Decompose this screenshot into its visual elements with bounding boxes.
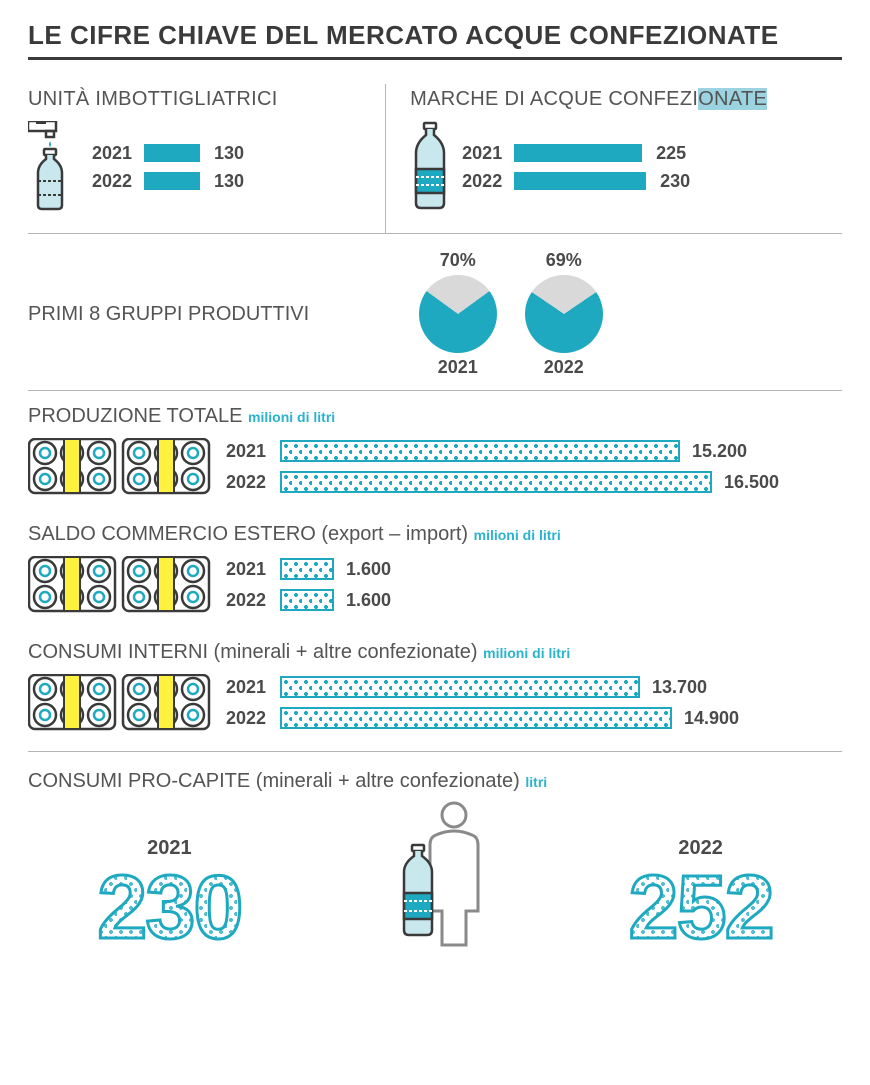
bottle-pack-icon	[28, 674, 212, 732]
pattern-bar-year: 2022	[226, 472, 280, 493]
pattern-bar-line: 2021 15.200	[226, 437, 842, 465]
pattern-section: SALDO COMMERCIO ESTERO (export – import)…	[28, 509, 842, 627]
pattern-section: PRODUZIONE TOTALE milioni di litri 2021 15…	[28, 391, 842, 509]
top8-label: PRIMI 8 GRUPPI PRODUTTIVI	[28, 303, 419, 326]
bar-line: 2021 225	[462, 141, 842, 165]
section-top8-groups: PRIMI 8 GRUPPI PRODUTTIVI 70% 2021 69% 2022	[28, 234, 842, 391]
pattern-bar-value: 16.500	[724, 472, 779, 493]
bottlers-bars: 2021 130 2022 130	[92, 137, 369, 197]
pattern-bar-year: 2021	[226, 559, 280, 580]
bar-fill	[514, 144, 642, 162]
pattern-bar-year: 2021	[226, 441, 280, 462]
pie-unit: 69% 2022	[525, 250, 603, 378]
pattern-bar-fill	[280, 589, 334, 611]
pattern-section-unit: milioni di litri	[474, 527, 561, 543]
pattern-section-unit: milioni di litri	[483, 645, 570, 661]
pattern-bar-line: 2021 1.600	[226, 555, 842, 583]
bottlers-title: UNITÀ IMBOTTIGLIATRICI	[28, 88, 369, 111]
section-bottlers-brands: UNITÀ IMBOTTIGLIATRICI 2021 130 2022 130 MA…	[28, 84, 842, 234]
pattern-bar-year: 2021	[226, 677, 280, 698]
pattern-bar-value: 15.200	[692, 441, 747, 462]
pattern-bar-line: 2022 1.600	[226, 586, 842, 614]
bar-line: 2022 230	[462, 169, 842, 193]
bar-year: 2021	[462, 143, 514, 164]
bar-line: 2021 130	[92, 141, 369, 165]
pattern-section-title: SALDO COMMERCIO ESTERO (export – import)…	[28, 523, 842, 546]
title-highlight: ONATE	[698, 88, 767, 110]
labeled-bottle-icon	[410, 121, 450, 213]
pie-year: 2022	[525, 357, 603, 378]
pie-percent: 70%	[419, 250, 497, 271]
pie-unit: 70% 2021	[419, 250, 497, 378]
pattern-bar-line: 2022 16.500	[226, 468, 842, 496]
pie-charts: 70% 2021 69% 2022	[419, 250, 603, 378]
pie-chart	[525, 275, 603, 353]
percapita-title: CONSUMI PRO-CAPITE (minerali + altre con…	[28, 770, 842, 793]
pattern-bar-value: 1.600	[346, 590, 391, 611]
pattern-bars: 2021 1.600 2022 1.600	[226, 552, 842, 617]
bar-year: 2021	[92, 143, 144, 164]
pattern-section-title: CONSUMI INTERNI (minerali + altre confez…	[28, 641, 842, 664]
bar-line: 2022 130	[92, 169, 369, 193]
pattern-bars: 2021 13.700 2022 14.900	[226, 670, 842, 735]
bottle-pack-icon	[28, 556, 212, 614]
bar-fill	[514, 172, 646, 190]
pattern-bar-fill	[280, 676, 640, 698]
col-brands: MARCHE DI ACQUE CONFEZIONATE 2021 225 2022…	[386, 84, 842, 233]
pie-chart	[419, 275, 497, 353]
pattern-bar-sections: PRODUZIONE TOTALE milioni di litri 2021 15…	[28, 391, 842, 745]
brands-bars: 2021 225 2022 230	[462, 137, 842, 197]
pattern-bar-year: 2022	[226, 708, 280, 729]
person-bottle-icon	[380, 799, 490, 949]
pattern-bars: 2021 15.200 2022 16.500	[226, 434, 842, 499]
bar-year: 2022	[92, 171, 144, 192]
pattern-bar-value: 1.600	[346, 559, 391, 580]
bar-value: 230	[660, 171, 690, 192]
pattern-section: CONSUMI INTERNI (minerali + altre confez…	[28, 627, 842, 745]
bar-value: 225	[656, 143, 686, 164]
pattern-bar-line: 2022 14.900	[226, 704, 842, 732]
section-percapita: CONSUMI PRO-CAPITE (minerali + altre con…	[28, 752, 842, 949]
bottle-pack-icon	[28, 438, 212, 496]
pattern-bar-fill	[280, 707, 672, 729]
bar-fill	[144, 144, 200, 162]
bar-value: 130	[214, 171, 244, 192]
percapita-2021: 2021 230 230	[97, 837, 241, 949]
pattern-bar-line: 2021 13.700	[226, 673, 842, 701]
bar-fill	[144, 172, 200, 190]
pattern-bar-value: 14.900	[684, 708, 739, 729]
bar-value: 130	[214, 143, 244, 164]
brands-title: MARCHE DI ACQUE CONFEZIONATE	[410, 88, 842, 111]
pattern-section-unit: milioni di litri	[248, 409, 335, 425]
pie-percent: 69%	[525, 250, 603, 271]
faucet-bottle-icon	[28, 121, 80, 213]
pattern-section-title: PRODUZIONE TOTALE milioni di litri	[28, 405, 842, 428]
percapita-2022: 2022 252 252	[629, 837, 773, 949]
pattern-bar-fill	[280, 558, 334, 580]
page-title: LE CIFRE CHIAVE DEL MERCATO ACQUE CONFEZ…	[28, 20, 842, 60]
pattern-bar-fill	[280, 440, 680, 462]
pattern-bar-year: 2022	[226, 590, 280, 611]
pie-year: 2021	[419, 357, 497, 378]
bar-year: 2022	[462, 171, 514, 192]
pattern-bar-value: 13.700	[652, 677, 707, 698]
col-bottlers: UNITÀ IMBOTTIGLIATRICI 2021 130 2022 130	[28, 84, 386, 233]
pattern-bar-fill	[280, 471, 712, 493]
